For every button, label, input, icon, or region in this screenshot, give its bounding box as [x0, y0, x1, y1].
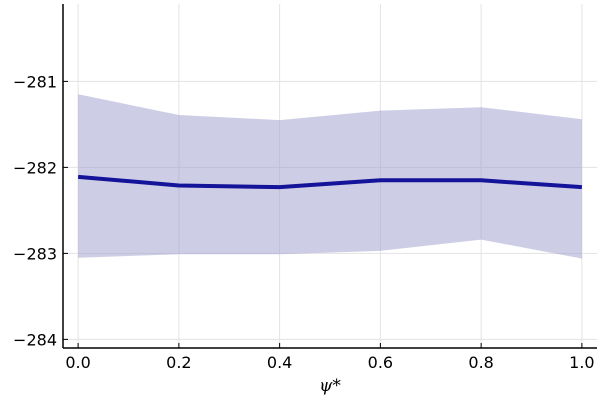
x-tick-label: 1.0 — [569, 353, 594, 372]
x-tick-label: 0.6 — [368, 353, 393, 372]
x-tick-label: 0.0 — [65, 353, 90, 372]
y-tick-label: −283 — [13, 244, 57, 263]
y-ticks: −281 −282 −283 −284 — [13, 72, 68, 349]
confidence-band — [78, 94, 582, 259]
y-tick-label: −281 — [13, 72, 57, 91]
x-ticks: 0.0 0.2 0.4 0.6 0.8 1.0 — [65, 343, 595, 372]
x-tick-label: 0.4 — [267, 353, 292, 372]
series-line — [77, 174, 583, 190]
axes — [62, 4, 597, 349]
y-tick-label: −282 — [13, 158, 57, 177]
y-tick-label: −284 — [13, 330, 57, 349]
x-tick-label: 0.2 — [166, 353, 191, 372]
x-tick-label: 0.8 — [468, 353, 493, 372]
x-axis-label: ψ* — [319, 376, 341, 396]
